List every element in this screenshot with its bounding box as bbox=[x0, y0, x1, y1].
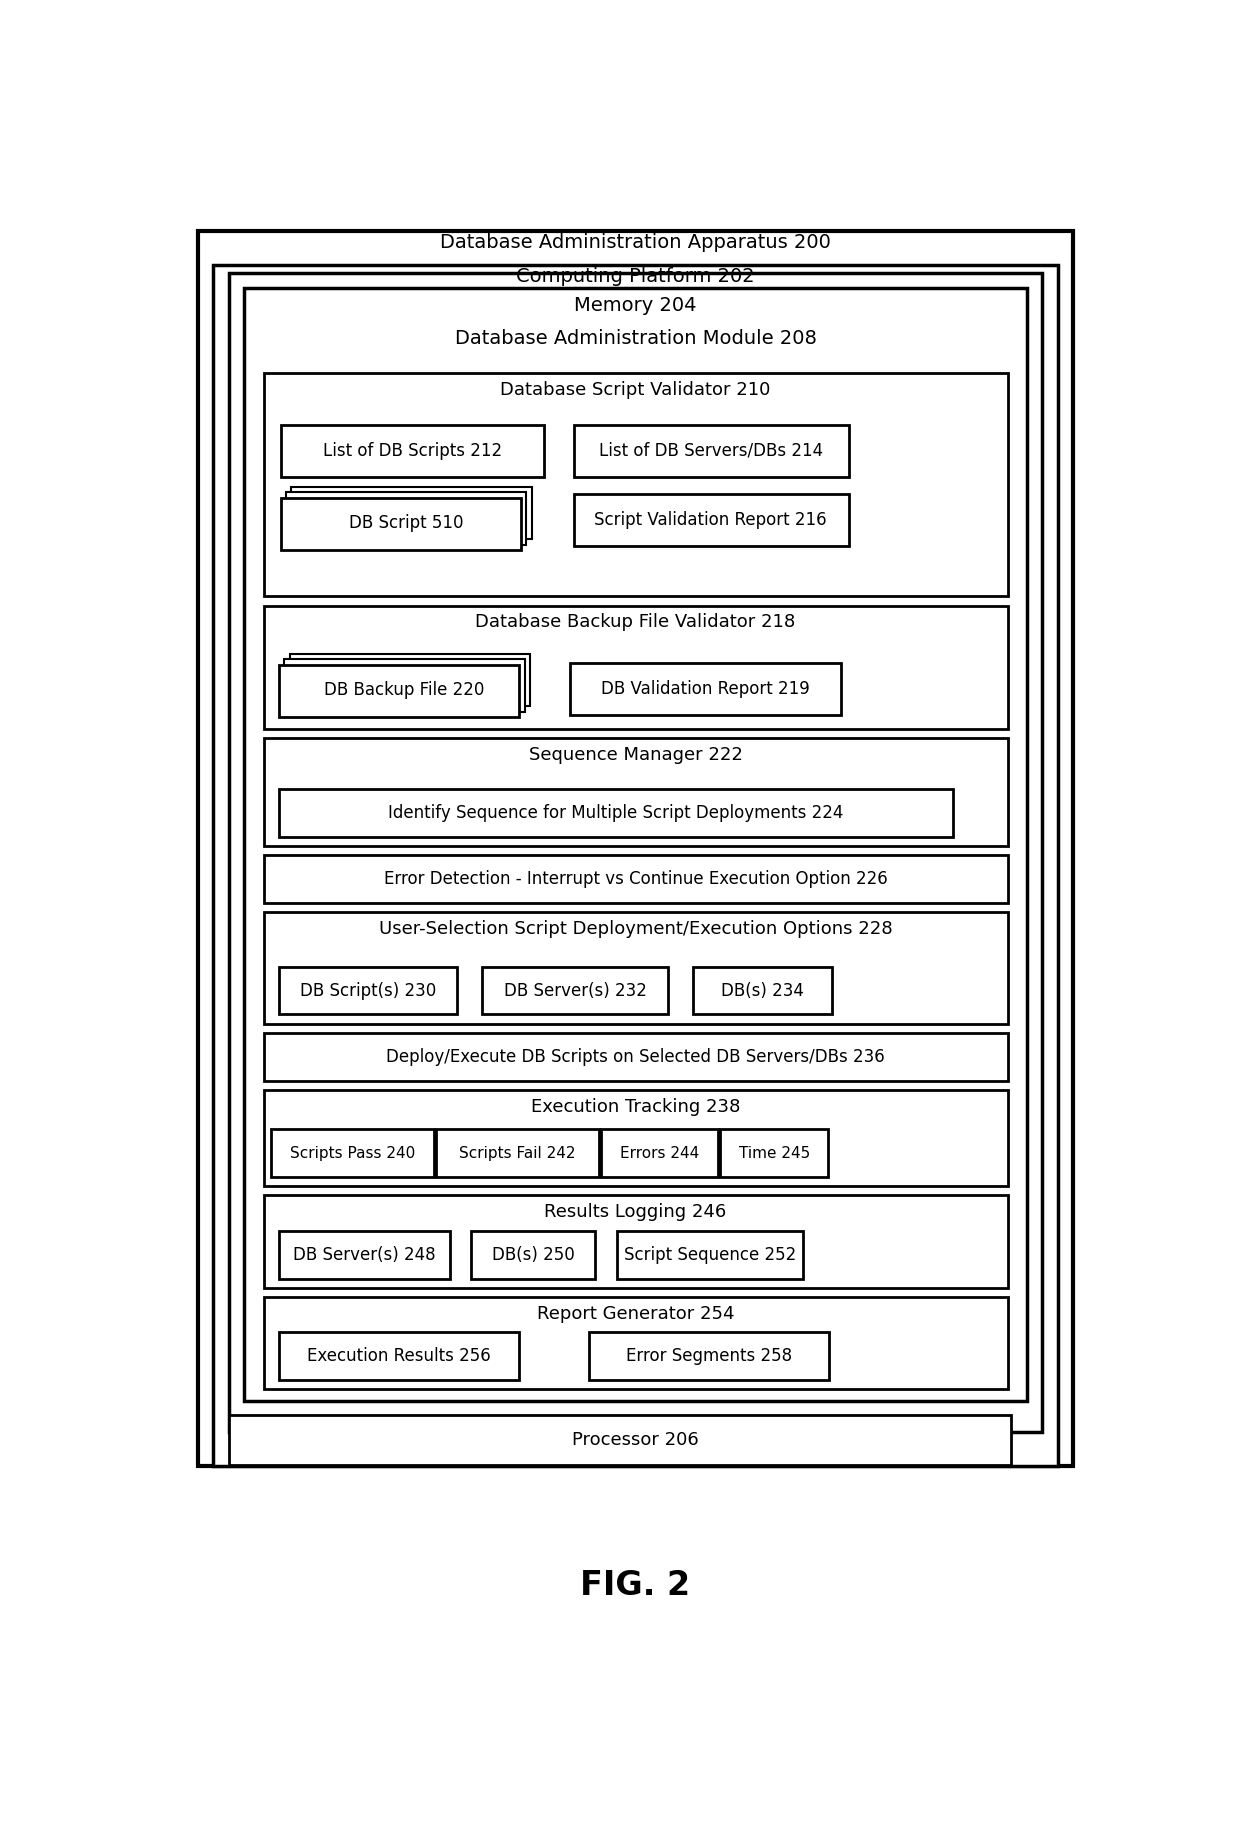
Bar bbox=[263, 1298, 1007, 1389]
Bar bbox=[589, 1332, 830, 1380]
Bar bbox=[286, 493, 526, 544]
Bar bbox=[279, 1230, 449, 1279]
Bar bbox=[290, 653, 531, 706]
Text: Script Validation Report 216: Script Validation Report 216 bbox=[594, 511, 827, 529]
Text: Deploy/Execute DB Scripts on Selected DB Servers/DBs 236: Deploy/Execute DB Scripts on Selected DB… bbox=[386, 1048, 885, 1066]
Bar bbox=[601, 1130, 718, 1177]
Bar bbox=[482, 967, 668, 1015]
Bar bbox=[279, 967, 458, 1015]
Bar bbox=[228, 274, 1043, 1433]
Bar bbox=[263, 606, 1007, 728]
Text: Database Backup File Validator 218: Database Backup File Validator 218 bbox=[475, 613, 796, 631]
Text: Scripts Pass 240: Scripts Pass 240 bbox=[290, 1146, 415, 1161]
Text: Execution Results 256: Execution Results 256 bbox=[308, 1347, 491, 1365]
Text: DB Script(s) 230: DB Script(s) 230 bbox=[300, 982, 436, 1000]
Text: Error Detection - Interrupt vs Continue Execution Option 226: Error Detection - Interrupt vs Continue … bbox=[383, 871, 888, 889]
Text: DB Server(s) 248: DB Server(s) 248 bbox=[293, 1246, 435, 1263]
Bar bbox=[280, 425, 544, 476]
Text: DB Server(s) 232: DB Server(s) 232 bbox=[503, 982, 646, 1000]
Bar bbox=[272, 1130, 434, 1177]
Text: Report Generator 254: Report Generator 254 bbox=[537, 1305, 734, 1323]
Bar bbox=[720, 1130, 828, 1177]
Bar bbox=[284, 659, 525, 712]
Text: List of DB Scripts 212: List of DB Scripts 212 bbox=[322, 442, 502, 460]
Text: Database Administration Apparatus 200: Database Administration Apparatus 200 bbox=[440, 232, 831, 252]
Bar bbox=[263, 1033, 1007, 1080]
Text: DB Backup File 220: DB Backup File 220 bbox=[325, 681, 485, 699]
Bar bbox=[244, 288, 1027, 1402]
Bar bbox=[618, 1230, 804, 1279]
Text: FIG. 2: FIG. 2 bbox=[580, 1570, 691, 1602]
Bar bbox=[436, 1130, 599, 1177]
Text: Database Script Validator 210: Database Script Validator 210 bbox=[500, 381, 771, 400]
Text: Memory 204: Memory 204 bbox=[574, 296, 697, 314]
Bar bbox=[279, 664, 520, 717]
Bar bbox=[263, 372, 1007, 597]
Text: Results Logging 246: Results Logging 246 bbox=[544, 1203, 727, 1221]
Text: Processor 206: Processor 206 bbox=[572, 1431, 699, 1449]
Bar bbox=[291, 487, 532, 540]
Text: Error Segments 258: Error Segments 258 bbox=[626, 1347, 792, 1365]
Text: Sequence Manager 222: Sequence Manager 222 bbox=[528, 746, 743, 765]
Bar bbox=[197, 230, 1074, 1467]
Text: Script Sequence 252: Script Sequence 252 bbox=[624, 1246, 796, 1263]
Text: Identify Sequence for Multiple Script Deployments 224: Identify Sequence for Multiple Script De… bbox=[388, 803, 843, 821]
Bar bbox=[693, 967, 832, 1015]
Bar bbox=[263, 856, 1007, 903]
Text: Errors 244: Errors 244 bbox=[620, 1146, 699, 1161]
Bar bbox=[263, 912, 1007, 1024]
Bar bbox=[471, 1230, 595, 1279]
Bar bbox=[213, 265, 1058, 1467]
Bar bbox=[228, 1414, 1012, 1465]
Text: Scripts Fail 242: Scripts Fail 242 bbox=[460, 1146, 575, 1161]
Text: User-Selection Script Deployment/Execution Options 228: User-Selection Script Deployment/Executi… bbox=[378, 920, 893, 938]
Text: Database Administration Module 208: Database Administration Module 208 bbox=[455, 328, 816, 349]
Text: DB Script 510: DB Script 510 bbox=[348, 515, 464, 533]
Bar bbox=[263, 1090, 1007, 1186]
Bar bbox=[279, 788, 954, 836]
Text: DB(s) 234: DB(s) 234 bbox=[722, 982, 804, 1000]
Bar bbox=[573, 495, 848, 546]
Text: DB(s) 250: DB(s) 250 bbox=[492, 1246, 574, 1263]
Text: Time 245: Time 245 bbox=[739, 1146, 810, 1161]
Bar bbox=[263, 737, 1007, 845]
Text: Execution Tracking 238: Execution Tracking 238 bbox=[531, 1099, 740, 1115]
Text: List of DB Servers/DBs 214: List of DB Servers/DBs 214 bbox=[599, 442, 822, 460]
Text: Computing Platform 202: Computing Platform 202 bbox=[516, 266, 755, 287]
Bar bbox=[279, 1332, 520, 1380]
Text: DB Validation Report 219: DB Validation Report 219 bbox=[601, 679, 810, 697]
Bar bbox=[263, 1195, 1007, 1288]
Bar bbox=[573, 425, 848, 476]
Bar bbox=[280, 498, 521, 549]
Bar bbox=[569, 662, 841, 715]
